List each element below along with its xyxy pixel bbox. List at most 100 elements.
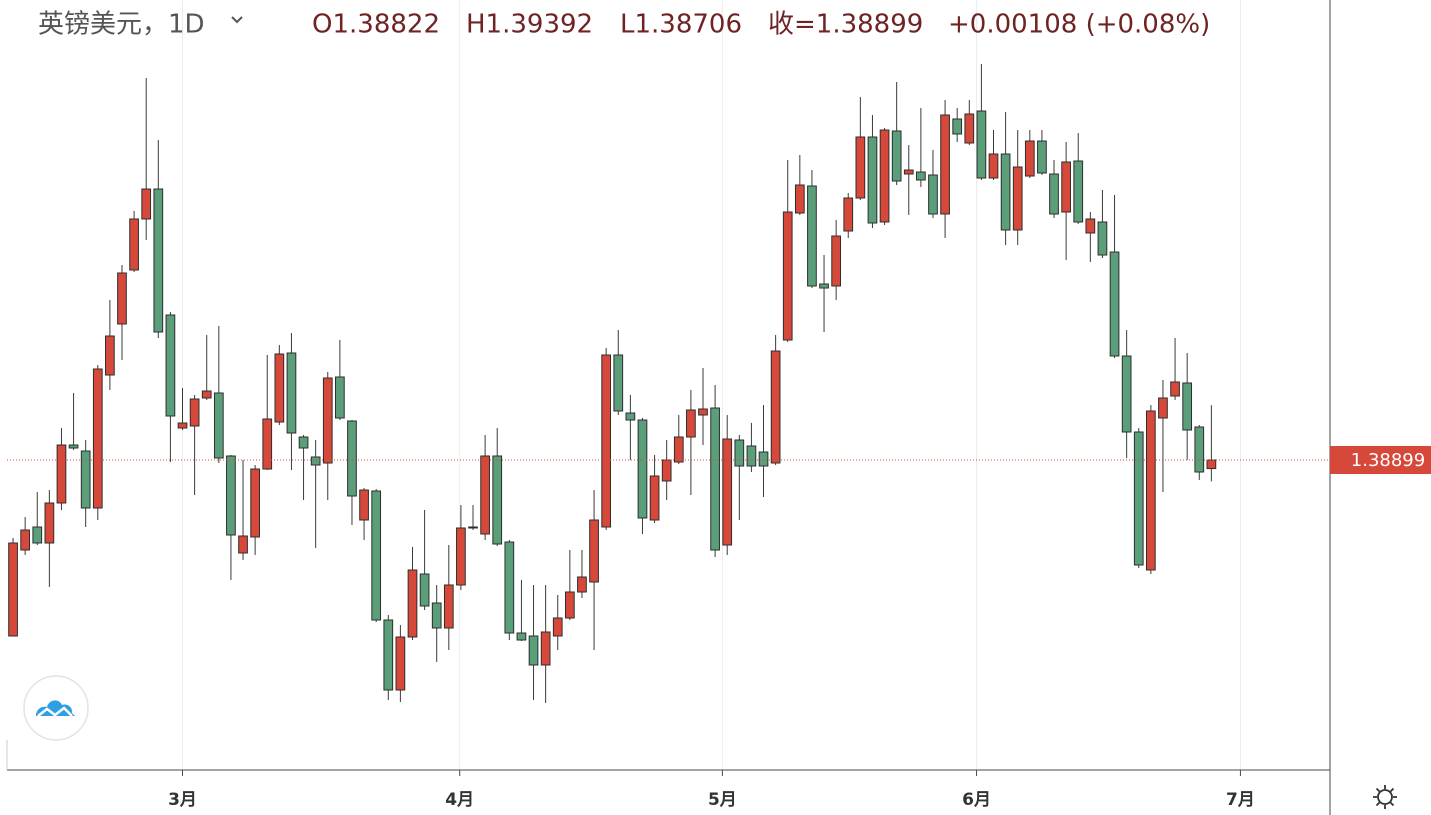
candle-body (226, 455, 236, 536)
x-tick-label: 4月 (445, 790, 474, 810)
candle-body (988, 153, 999, 179)
candle-body (661, 459, 672, 482)
candle-body (794, 184, 805, 214)
candle-body (916, 171, 926, 181)
candle-body (1109, 251, 1120, 357)
candle-body (201, 390, 212, 399)
candle-body (1073, 160, 1084, 223)
legend-item: H1.39392 (466, 10, 593, 40)
candle-body (577, 576, 587, 593)
candle-body (1000, 153, 1011, 231)
x-tick-label: 6月 (962, 790, 991, 810)
gear-teeth (1373, 785, 1397, 809)
candle-body (734, 439, 745, 467)
candle-body (371, 490, 382, 621)
candle-body (213, 392, 224, 459)
candle-body (843, 197, 854, 232)
candle-body (480, 455, 490, 535)
candle-body (673, 436, 684, 463)
candle-body (1182, 382, 1193, 431)
candle-body (589, 519, 599, 583)
candle-body (1049, 173, 1059, 215)
candles (8, 64, 1217, 703)
candle-body (516, 632, 527, 641)
candle-body (359, 489, 369, 521)
candle-body (1037, 140, 1047, 174)
candle-body (903, 169, 914, 175)
candle-body (68, 444, 79, 449)
candle-body (1085, 218, 1096, 234)
candle-body (528, 635, 539, 666)
candle-body (286, 352, 297, 434)
candle-body (1170, 381, 1180, 397)
last-price-box (1330, 446, 1431, 474)
candle-body (1061, 161, 1071, 213)
candle-body (1145, 410, 1156, 571)
x-tick-label: 3月 (168, 790, 197, 810)
candle-body (8, 542, 18, 637)
candle-body (819, 283, 829, 289)
candle-body (564, 591, 575, 619)
interval-chevron[interactable] (231, 16, 243, 24)
candle-body (1012, 166, 1023, 231)
candle-body (56, 444, 67, 504)
candle-body (831, 235, 842, 287)
candle-body (419, 573, 430, 607)
candle-body (758, 451, 769, 467)
logo-wave (37, 706, 73, 717)
candle-body (710, 407, 720, 551)
candle-body (770, 350, 781, 464)
candle-body (867, 136, 878, 224)
candle-body (262, 418, 273, 470)
candle-body (686, 409, 696, 438)
candle-body (322, 377, 333, 464)
candle-body (1194, 426, 1205, 473)
candle-body (649, 475, 660, 521)
logo-cloud (36, 700, 75, 716)
candle-body (601, 354, 612, 528)
candle-body (964, 113, 975, 144)
candle-body (746, 445, 757, 467)
candle-body (722, 438, 733, 546)
candle-body (177, 422, 188, 429)
candle-body (1121, 355, 1132, 433)
candle-body (165, 314, 176, 417)
candle-body (431, 602, 442, 629)
candle-body (44, 502, 55, 544)
candle-body (504, 541, 515, 634)
last-price-label: 1.38899 (1351, 450, 1425, 471)
candle-body (940, 114, 950, 215)
candle-body (879, 129, 890, 223)
candle-body (129, 218, 139, 271)
candle-body (395, 636, 406, 691)
candle-body (105, 335, 115, 376)
candle-body (698, 408, 708, 416)
candle-body (976, 110, 987, 179)
candle-body (1024, 140, 1035, 177)
logo[interactable] (23, 675, 89, 741)
candle-body (32, 526, 43, 544)
gear-ring (1377, 789, 1393, 805)
candle-body (141, 188, 152, 220)
candle-body (298, 436, 309, 449)
candle-body (383, 619, 394, 691)
candle-body (250, 468, 260, 538)
candle-body (625, 412, 636, 421)
candle-body (274, 353, 285, 423)
candle-body (1206, 459, 1217, 470)
candle-body (238, 535, 248, 554)
legend-item: +0.00108 (+0.08%) (948, 10, 1210, 40)
candle-body (928, 174, 938, 215)
candle-body (468, 526, 478, 529)
candle-body (456, 527, 466, 586)
legend-item: O1.38822 (312, 10, 440, 40)
candle-body (310, 456, 321, 466)
candle-body (347, 420, 357, 497)
candle-body (117, 272, 127, 325)
settings-icon[interactable] (1373, 785, 1397, 809)
candle-body (1158, 397, 1168, 419)
candle-body (891, 130, 902, 182)
candle-body (20, 529, 31, 551)
x-tick-label: 7月 (1226, 790, 1255, 810)
candle-body (782, 211, 793, 341)
